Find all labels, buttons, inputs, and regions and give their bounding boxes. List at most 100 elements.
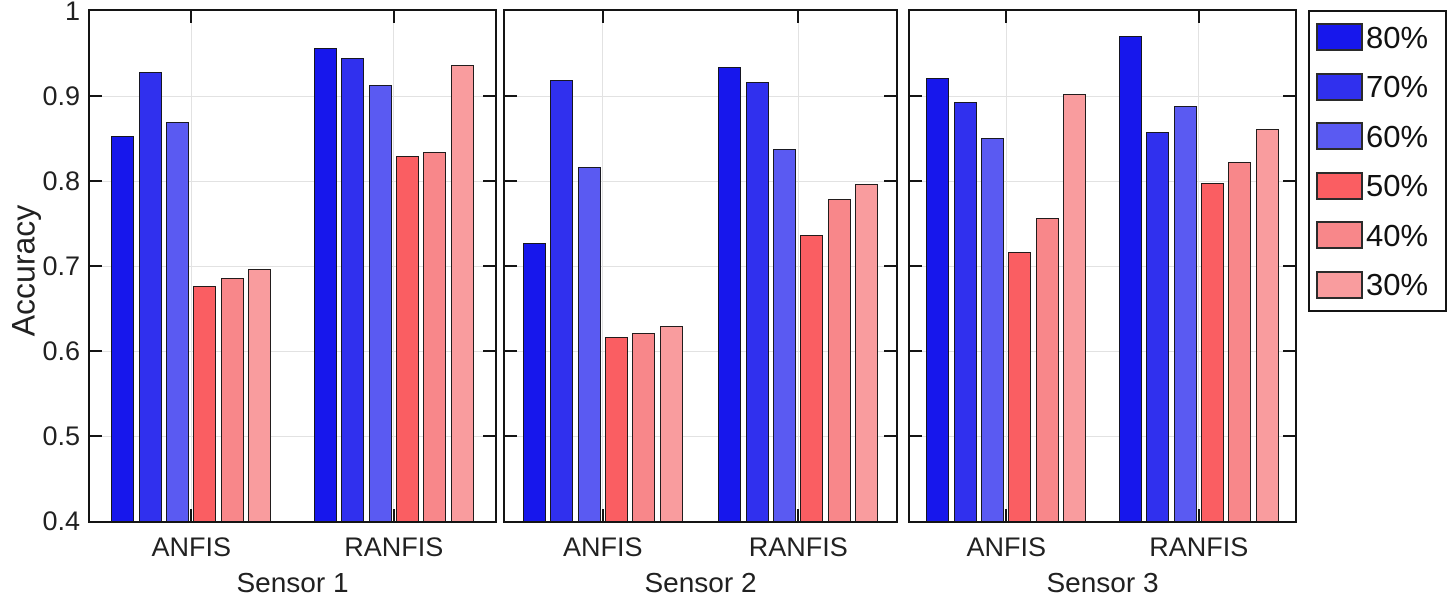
- y-tick-mark: [90, 95, 102, 97]
- y-tick-mark: [910, 95, 922, 97]
- gridline-y-0.6: [910, 350, 1295, 352]
- bar-sensor-2-anfis-70pct: [550, 79, 574, 521]
- legend-row-70pct: 70%: [1310, 63, 1445, 111]
- legend-swatch-50pct: [1316, 171, 1363, 200]
- gridline-y-0.6: [505, 350, 896, 352]
- x-tick-mark: [392, 11, 395, 23]
- y-tick-mark: [884, 350, 896, 352]
- x-tick-mark: [1005, 11, 1008, 23]
- legend-row-40pct: 40%: [1310, 211, 1445, 259]
- legend-swatch-80pct: [1316, 23, 1363, 52]
- legend-row-60pct: 60%: [1310, 112, 1445, 160]
- y-tick-mark: [884, 265, 896, 267]
- y-tick-mark: [884, 95, 896, 97]
- legend-label-80pct: 80%: [1366, 19, 1429, 55]
- y-tick-mark: [910, 435, 922, 437]
- y-tick-mark: [505, 435, 517, 437]
- gridline-y-0.6: [90, 350, 495, 352]
- y-tick-mark: [505, 95, 517, 97]
- bar-sensor-3-ranfis-70pct: [1146, 131, 1170, 521]
- gridline-x-anfis: [1005, 11, 1007, 521]
- y-tick-mark: [483, 95, 495, 97]
- y-tick-mark: [505, 265, 517, 267]
- x-tick-mark: [601, 509, 604, 521]
- gridline-x-anfis: [602, 11, 604, 521]
- y-tick-mark: [1283, 180, 1295, 182]
- y-tick-mark: [90, 180, 102, 182]
- x-tick-label-anfis: ANFIS: [562, 532, 643, 562]
- gridline-y-0.7: [90, 265, 495, 267]
- panel-label-sensor-1: Sensor 1: [236, 567, 349, 598]
- x-tick-mark: [190, 11, 193, 23]
- bar-sensor-3-ranfis-50pct: [1200, 182, 1224, 521]
- y-tick-mark: [90, 350, 102, 352]
- x-tick-mark: [1005, 509, 1008, 521]
- bar-sensor-3-ranfis-60pct: [1173, 106, 1197, 521]
- bar-sensor-2-ranfis-30pct: [855, 183, 879, 521]
- panel-sensor-2: [503, 9, 898, 523]
- y-tick-mark: [483, 265, 495, 267]
- gridline-y-0.9: [910, 95, 1295, 97]
- gridline-y-0.9: [90, 95, 495, 97]
- x-tick-label-ranfis: RANFIS: [1149, 532, 1249, 562]
- bar-sensor-3-anfis-60pct: [981, 137, 1005, 521]
- gridline-x-ranfis: [797, 11, 799, 521]
- y-tick-mark: [910, 180, 922, 182]
- y-tick-label-0.7: 0.7: [42, 250, 80, 281]
- panel-label-sensor-3: Sensor 3: [1046, 567, 1159, 598]
- y-tick-label-0.6: 0.6: [42, 335, 80, 366]
- bar-sensor-2-anfis-50pct: [604, 336, 628, 521]
- legend-label-70pct: 70%: [1366, 69, 1429, 105]
- bar-sensor-1-ranfis-80pct: [313, 47, 337, 521]
- panel-label-sensor-2: Sensor 2: [644, 567, 757, 598]
- y-tick-mark: [505, 180, 517, 182]
- y-tick-mark: [483, 350, 495, 352]
- y-tick-mark: [90, 435, 102, 437]
- bar-sensor-2-ranfis-70pct: [745, 82, 769, 521]
- legend-label-50pct: 50%: [1366, 168, 1429, 204]
- y-tick-mark: [483, 435, 495, 437]
- bar-sensor-3-ranfis-30pct: [1255, 129, 1279, 521]
- bar-sensor-2-ranfis-80pct: [718, 67, 742, 521]
- x-tick-mark: [392, 509, 395, 521]
- y-tick-label-0.8: 0.8: [42, 165, 80, 196]
- gridline-y-0.7: [505, 265, 896, 267]
- bar-sensor-1-anfis-50pct: [193, 286, 217, 521]
- bar-sensor-3-anfis-40pct: [1035, 218, 1059, 521]
- gridline-x-ranfis: [1198, 11, 1200, 521]
- bar-sensor-1-anfis-30pct: [248, 268, 272, 521]
- bar-sensor-3-anfis-70pct: [953, 101, 977, 521]
- panel-sensor-3: [908, 9, 1297, 523]
- gridline-y-0.5: [505, 435, 896, 437]
- gridline-x-ranfis: [393, 11, 395, 521]
- y-tick-label-0.5: 0.5: [42, 420, 80, 451]
- y-tick-label-1: 1: [64, 0, 80, 26]
- y-tick-mark: [505, 350, 517, 352]
- legend-label-60pct: 60%: [1366, 118, 1429, 154]
- legend-row-30pct: 30%: [1310, 261, 1445, 309]
- y-tick-mark: [884, 180, 896, 182]
- panel-sensor-1: [88, 9, 497, 523]
- y-tick-label-0.9: 0.9: [42, 80, 80, 111]
- x-tick-mark: [1197, 509, 1200, 521]
- y-tick-mark: [90, 265, 102, 267]
- legend-row-50pct: 50%: [1310, 162, 1445, 210]
- legend-label-40pct: 40%: [1366, 217, 1429, 253]
- bar-sensor-1-ranfis-30pct: [450, 64, 474, 521]
- y-tick-mark: [1283, 350, 1295, 352]
- bar-sensor-2-ranfis-50pct: [800, 235, 824, 521]
- y-tick-label-0.4: 0.4: [42, 505, 80, 536]
- bar-sensor-1-ranfis-60pct: [368, 84, 392, 521]
- x-tick-mark: [601, 11, 604, 23]
- legend-swatch-70pct: [1316, 72, 1363, 101]
- bar-sensor-1-ranfis-40pct: [423, 152, 447, 521]
- x-tick-label-anfis: ANFIS: [151, 532, 232, 562]
- legend-swatch-60pct: [1316, 122, 1363, 151]
- bar-sensor-1-anfis-80pct: [111, 135, 135, 521]
- bar-sensor-2-anfis-30pct: [659, 326, 683, 521]
- bar-sensor-2-anfis-60pct: [577, 167, 601, 521]
- bar-sensor-3-anfis-30pct: [1063, 94, 1087, 521]
- x-tick-label-ranfis: RANFIS: [344, 532, 444, 562]
- bar-sensor-1-ranfis-70pct: [341, 57, 365, 521]
